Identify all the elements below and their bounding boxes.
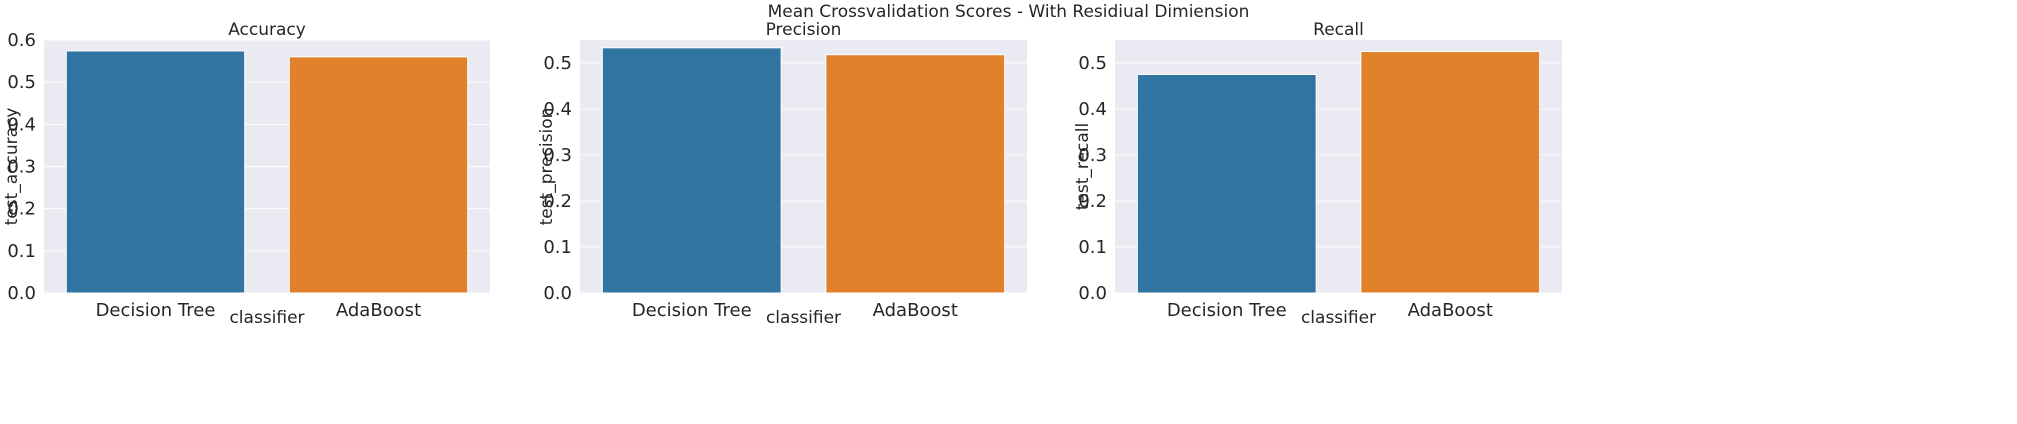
panel-title: Precision (766, 20, 842, 40)
ytick-label: 0.2 (7, 199, 36, 220)
ytick-label: 0.1 (7, 241, 36, 262)
bar-decision-tree (1136, 74, 1317, 294)
ytick-label: 0.4 (1078, 99, 1107, 120)
panel-title: Accuracy (228, 20, 306, 40)
bar-adaboost (288, 56, 469, 294)
xtick-label: AdaBoost (873, 300, 958, 321)
ytick-label: 0.2 (1078, 191, 1107, 212)
bar-decision-tree (601, 47, 782, 294)
chart-panel-precision: 0.0 0.1 0.2 0.3 0.4 0.5 Decision Tree AdaBoost P… (537, 20, 1027, 328)
ytick-label: 0.0 (543, 283, 572, 304)
ytick-label: 0.4 (543, 99, 572, 120)
ytick-label: 0.5 (543, 53, 572, 74)
bar-decision-tree (65, 50, 246, 294)
chart-panel-accuracy: 0.0 0.1 0.2 0.3 0.4 0.5 0.6 Decision Tree AdaBoo… (2, 20, 490, 328)
ytick-label: 0.3 (7, 157, 36, 178)
xtick-label: Decision Tree (96, 300, 216, 321)
chart-panel-recall: 0.0 0.1 0.2 0.3 0.4 0.5 Decision Tree AdaBoost R… (1073, 20, 1562, 328)
ytick-label: 0.1 (543, 237, 572, 258)
y-axis-label: test_accuracy (2, 108, 22, 226)
bar-adaboost (825, 54, 1006, 294)
xtick-label: Decision Tree (632, 300, 752, 321)
ytick-label: 0.1 (1078, 237, 1107, 258)
ytick-label: 0.3 (1078, 145, 1107, 166)
x-axis-label: classifier (229, 308, 304, 328)
ytick-label: 0.2 (543, 191, 572, 212)
ytick-label: 0.4 (7, 114, 36, 135)
ytick-label: 0.3 (543, 145, 572, 166)
ytick-label: 0.0 (7, 283, 36, 304)
y-axis-label: test_precision (537, 108, 557, 226)
xtick-label: Decision Tree (1167, 300, 1287, 321)
xtick-label: AdaBoost (1408, 300, 1493, 321)
bar-adaboost (1360, 51, 1541, 294)
xtick-label: AdaBoost (336, 300, 421, 321)
x-axis-label: classifier (1301, 308, 1376, 328)
ytick-label: 0.5 (7, 72, 36, 93)
figure-suptitle: Mean Crossvalidation Scores - With Resid… (767, 2, 1250, 22)
x-axis-label: classifier (766, 308, 841, 328)
y-axis-label: test_recall (1073, 123, 1093, 210)
ytick-label: 0.6 (7, 30, 36, 51)
ytick-label: 0.0 (1078, 283, 1107, 304)
ytick-label: 0.5 (1078, 53, 1107, 74)
panel-title: Recall (1313, 20, 1364, 40)
